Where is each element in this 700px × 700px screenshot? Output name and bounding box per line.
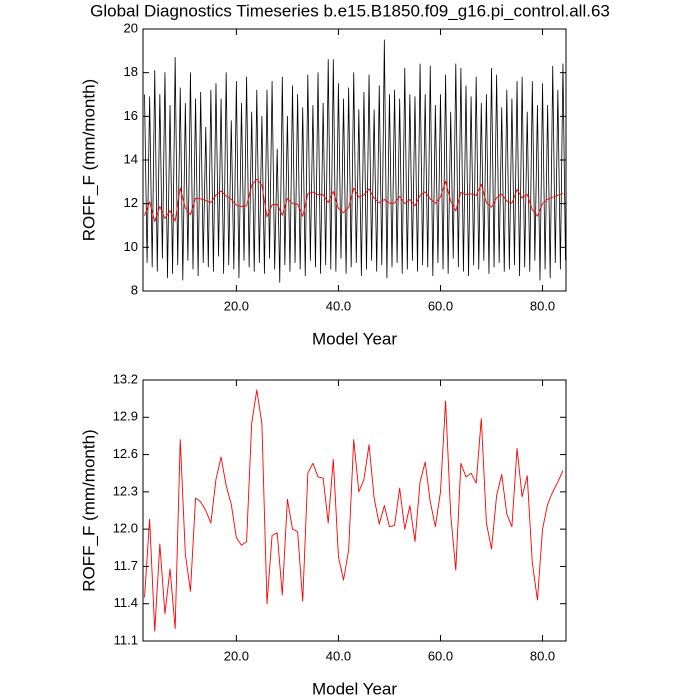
y-tick-label: 10 <box>124 239 138 254</box>
x-axis-title: Model Year <box>312 679 397 698</box>
data-line <box>144 389 564 632</box>
chart-title: Global Diagnostics Timeseries b.e15.B185… <box>90 1 610 20</box>
y-tick-label: 12.9 <box>113 409 138 424</box>
data-line <box>144 178 564 223</box>
y-axis-title: ROFF_F (mm/month) <box>79 79 98 241</box>
y-axis-title: ROFF_F (mm/month) <box>79 429 98 591</box>
x-tick-label: 80.0 <box>530 648 555 663</box>
plot-frame <box>142 379 567 642</box>
x-tick-label: 80.0 <box>530 298 555 313</box>
y-tick-label: 11.1 <box>114 632 138 647</box>
y-tick-label: 13.2 <box>113 371 138 386</box>
x-tick-label: 20.0 <box>224 648 249 663</box>
x-tick-label: 60.0 <box>428 298 453 313</box>
plot-area <box>144 389 564 632</box>
y-tick-label: 11.7 <box>114 558 138 573</box>
data-line <box>144 39 566 283</box>
x-tick-label: 60.0 <box>428 648 453 663</box>
y-tick-label: 12.3 <box>113 483 138 498</box>
y-tick-label: 12 <box>124 195 138 210</box>
y-tick-label: 8 <box>131 282 138 297</box>
y-tick-label: 12.0 <box>113 521 138 536</box>
y-tick-label: 11.4 <box>114 595 138 610</box>
x-tick-label: 40.0 <box>326 648 351 663</box>
x-tick-label: 40.0 <box>326 298 351 313</box>
y-tick-label: 16 <box>124 108 138 123</box>
y-tick-label: 14 <box>124 151 138 166</box>
y-tick-label: 20 <box>124 20 138 35</box>
x-axis-title: Model Year <box>312 329 397 348</box>
y-tick-label: 18 <box>124 64 138 79</box>
x-tick-label: 20.0 <box>224 298 249 313</box>
plot-area <box>144 39 566 283</box>
y-tick-label: 12.6 <box>113 446 138 461</box>
